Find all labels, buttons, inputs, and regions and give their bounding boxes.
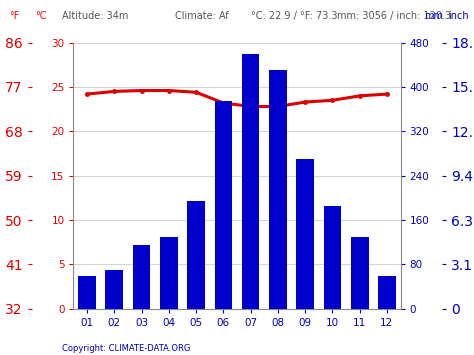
Text: °C: °C (36, 11, 47, 21)
Bar (133, 245, 150, 309)
Text: mm: mm (424, 11, 443, 21)
Bar (378, 275, 396, 309)
Text: mm: 3056 / inch: 120.3: mm: 3056 / inch: 120.3 (337, 11, 451, 21)
Bar (78, 275, 96, 309)
Bar (351, 237, 368, 309)
Bar (160, 237, 178, 309)
Text: Copyright: CLIMATE-DATA.ORG: Copyright: CLIMATE-DATA.ORG (62, 344, 190, 353)
Text: Altitude: 34m: Altitude: 34m (62, 11, 128, 21)
Text: °C: 22.9 / °F: 73.3: °C: 22.9 / °F: 73.3 (251, 11, 337, 21)
Bar (324, 206, 341, 309)
Text: °F: °F (9, 11, 20, 21)
Text: Climate: Af: Climate: Af (175, 11, 229, 21)
Text: inch: inch (448, 11, 469, 21)
Bar (106, 270, 123, 309)
Bar (242, 54, 259, 309)
Bar (215, 101, 232, 309)
Bar (296, 159, 314, 309)
Bar (269, 70, 287, 309)
Bar (187, 201, 205, 309)
